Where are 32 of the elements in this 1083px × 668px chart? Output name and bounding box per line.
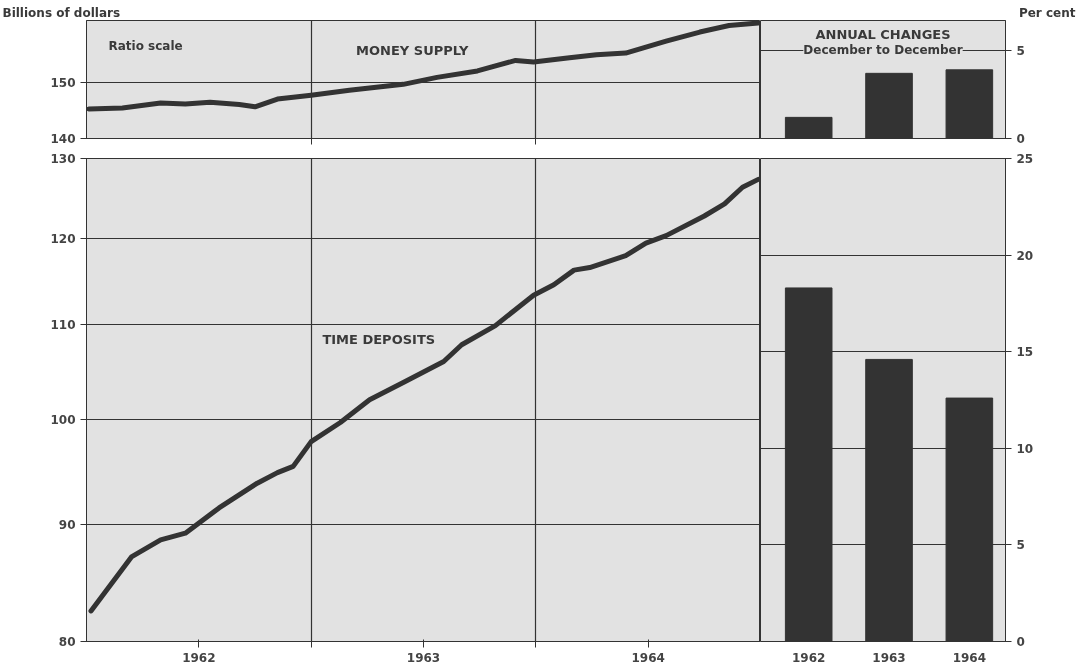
annotation: Ratio scale bbox=[108, 38, 183, 53]
y-tick-label: 90 bbox=[58, 517, 76, 532]
bar bbox=[865, 72, 913, 139]
y-axis-title: Billions of dollars bbox=[2, 5, 121, 20]
y-tick-label: 100 bbox=[50, 413, 76, 428]
y-tick-label: 25 bbox=[1016, 152, 1034, 166]
x-tick-label: 1962 bbox=[182, 650, 216, 665]
y-tick-label: 130 bbox=[50, 152, 76, 166]
y-axis-title: Per cent bbox=[1018, 5, 1076, 20]
x-tick-label: 1964 bbox=[952, 650, 987, 665]
y-tick-label: 110 bbox=[50, 318, 76, 333]
bar bbox=[945, 69, 994, 139]
y-tick-label: 140 bbox=[50, 132, 76, 146]
y-tick-label: 0 bbox=[1016, 132, 1025, 146]
y-tick-label: 10 bbox=[1016, 441, 1034, 456]
x-tick-label: 1963 bbox=[872, 650, 906, 665]
y-tick-label: 5 bbox=[1016, 538, 1025, 553]
y-tick-label: 20 bbox=[1016, 248, 1034, 263]
y-tick-label: 15 bbox=[1016, 345, 1034, 360]
text: December to December bbox=[803, 42, 963, 57]
text: TIME DEPOSITS bbox=[322, 331, 436, 347]
text: ANNUAL CHANGES bbox=[815, 26, 951, 42]
y-tick-label: 120 bbox=[50, 231, 76, 246]
text: MONEY SUPPLY bbox=[356, 43, 470, 59]
y-tick-label: 5 bbox=[1016, 43, 1025, 58]
bar bbox=[784, 116, 833, 139]
y-tick-label: 150 bbox=[50, 76, 76, 91]
y-tick-label: 0 bbox=[1016, 635, 1025, 649]
x-tick-label: 1964 bbox=[631, 650, 665, 665]
x-tick-label: 1962 bbox=[792, 650, 826, 665]
x-tick-label: 1963 bbox=[406, 650, 441, 665]
y-tick-label: 80 bbox=[58, 635, 76, 649]
